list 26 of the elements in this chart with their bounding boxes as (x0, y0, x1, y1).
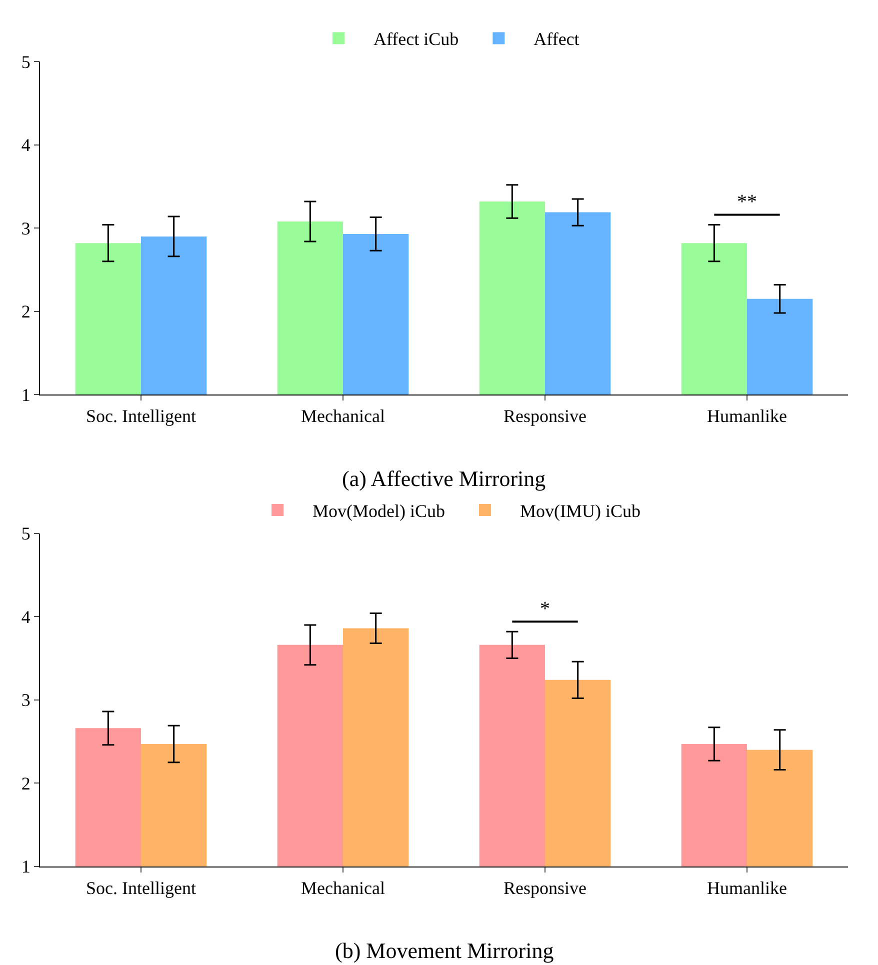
x-tick-label: Responsive (504, 406, 587, 426)
text: (a) Affective Mirroring (342, 466, 546, 491)
x-tick-label: Soc. Intelligent (86, 878, 196, 898)
legend-label: Affect iCub (374, 29, 459, 50)
x-tick-label: Responsive (504, 878, 587, 898)
x-tick-label: Mechanical (301, 878, 385, 898)
y-tick-label: 5 (21, 524, 30, 544)
x-tick-label: Humanlike (707, 406, 787, 426)
legend-label: Affect (534, 29, 580, 50)
x-tick-label: Soc. Intelligent (86, 406, 196, 426)
y-tick-label: 5 (21, 52, 30, 72)
y-tick-label: 4 (21, 135, 30, 156)
y-tick-label: 1 (21, 384, 30, 405)
y-tick-label: 3 (21, 690, 30, 710)
annotation: ** (737, 191, 757, 213)
annotation: * (540, 598, 550, 620)
x-tick-label: Humanlike (707, 878, 787, 898)
text: (b) Movement Mirroring (335, 938, 554, 963)
x-tick-label: Mechanical (301, 406, 385, 426)
legend-label: Mov(Model) iCub (312, 500, 445, 521)
y-tick-label: 2 (21, 773, 30, 794)
legend-label: Mov(IMU) iCub (520, 500, 640, 521)
y-tick-label: 2 (21, 302, 30, 322)
y-tick-label: 3 (21, 218, 30, 238)
y-tick-label: 4 (21, 606, 30, 627)
y-tick-label: 1 (21, 856, 30, 877)
